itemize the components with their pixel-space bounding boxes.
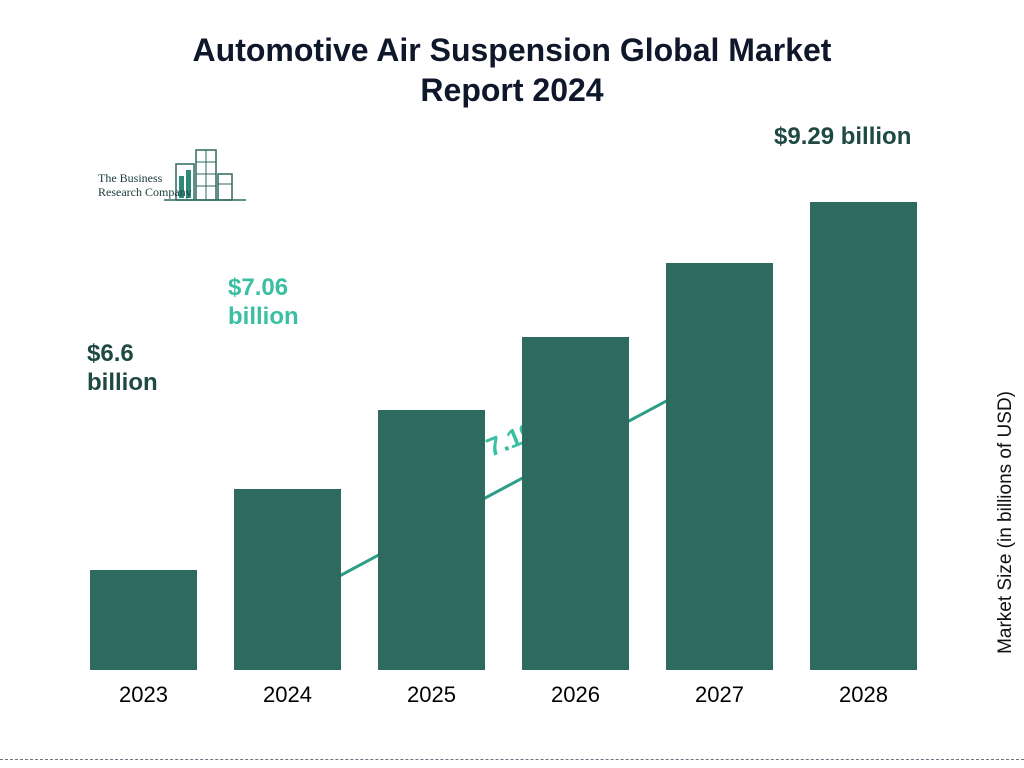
x-label-2027: 2027 — [666, 682, 773, 708]
bar-chart: CAGR 7.1% 202320242025202620272028$6.6bi… — [80, 180, 930, 720]
footer-divider — [0, 759, 1024, 760]
title-line-2: Report 2024 — [0, 70, 1024, 110]
bar-2023 — [90, 570, 197, 670]
value-label-2: $9.29 billion — [774, 123, 911, 152]
value-label-1: $7.06billion — [228, 274, 299, 332]
bar-2024 — [234, 489, 341, 670]
x-label-2028: 2028 — [810, 682, 917, 708]
x-label-2026: 2026 — [522, 682, 629, 708]
bar-2027 — [666, 263, 773, 670]
bar-2028 — [810, 202, 917, 670]
x-label-2023: 2023 — [90, 682, 197, 708]
title-line-1: Automotive Air Suspension Global Market — [0, 30, 1024, 70]
chart-title: Automotive Air Suspension Global Market … — [0, 30, 1024, 110]
bar-2025 — [378, 410, 485, 670]
y-axis-label: Market Size (in billions of USD) — [995, 391, 1017, 654]
value-label-0: $6.6billion — [87, 340, 158, 398]
x-label-2024: 2024 — [234, 682, 341, 708]
x-label-2025: 2025 — [378, 682, 485, 708]
bar-2026 — [522, 337, 629, 670]
